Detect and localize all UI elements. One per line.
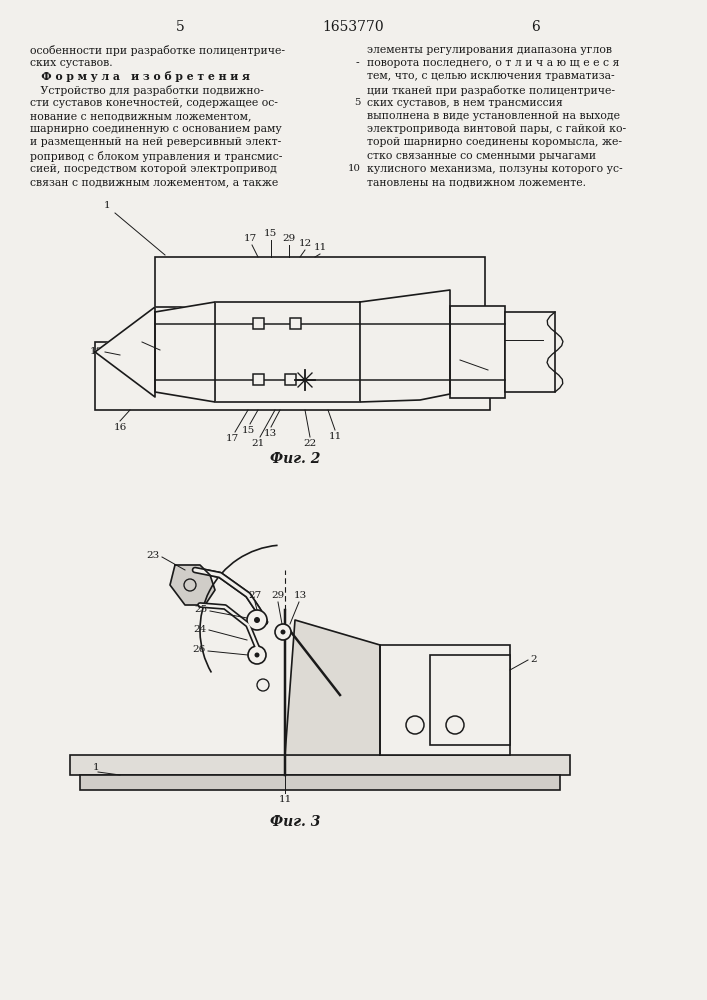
Polygon shape xyxy=(95,307,155,397)
Text: 11: 11 xyxy=(313,243,327,252)
Circle shape xyxy=(406,716,424,734)
Bar xyxy=(505,312,555,392)
Text: сти суставов конечностей, содержащее ос-: сти суставов конечностей, содержащее ос- xyxy=(30,98,278,108)
Polygon shape xyxy=(360,290,450,402)
Text: 17: 17 xyxy=(243,234,257,243)
Text: 29: 29 xyxy=(282,234,296,243)
Text: 12: 12 xyxy=(298,239,312,248)
Text: связан с подвижным ложементом, а также: связан с подвижным ложементом, а также xyxy=(30,177,279,187)
Polygon shape xyxy=(155,302,215,402)
Text: 22: 22 xyxy=(303,439,317,448)
Text: тановлены на подвижном ложементе.: тановлены на подвижном ложементе. xyxy=(367,177,586,187)
Text: нование с неподвижным ложементом,: нование с неподвижным ложементом, xyxy=(30,111,252,121)
Text: и размещенный на ней реверсивный элект-: и размещенный на ней реверсивный элект- xyxy=(30,137,281,147)
Text: ских суставов, в нем трансмиссия: ских суставов, в нем трансмиссия xyxy=(367,98,563,108)
Text: 24: 24 xyxy=(194,624,207,634)
Text: 23: 23 xyxy=(147,550,160,560)
Bar xyxy=(380,645,510,755)
Text: 13: 13 xyxy=(264,429,276,438)
Text: Фиг. 2: Фиг. 2 xyxy=(270,452,320,466)
Text: ских суставов.: ских суставов. xyxy=(30,58,112,68)
Text: шарнирно соединенную с основанием раму: шарнирно соединенную с основанием раму xyxy=(30,124,282,134)
Text: тем, что, с целью исключения травматиза-: тем, что, с целью исключения травматиза- xyxy=(367,71,614,81)
Text: 17: 17 xyxy=(226,434,239,443)
Bar xyxy=(290,318,301,329)
Text: ции тканей при разработке полицентриче-: ции тканей при разработке полицентриче- xyxy=(367,85,615,96)
Text: 27: 27 xyxy=(248,591,262,600)
Text: 16: 16 xyxy=(113,423,127,432)
Text: 26: 26 xyxy=(193,646,206,654)
Text: 5: 5 xyxy=(175,20,185,34)
Text: Ф о р м у л а   и з о б р е т е н и я: Ф о р м у л а и з о б р е т е н и я xyxy=(30,71,250,82)
Text: сией, посредством которой электропривод: сией, посредством которой электропривод xyxy=(30,164,277,174)
Text: 10: 10 xyxy=(348,164,361,173)
Text: электропривода винтовой пары, с гайкой ко-: электропривода винтовой пары, с гайкой к… xyxy=(367,124,626,134)
Text: 29: 29 xyxy=(271,591,285,600)
Text: стко связанные со сменными рычагами: стко связанные со сменными рычагами xyxy=(367,151,596,161)
Polygon shape xyxy=(170,565,215,605)
Text: торой шарнирно соединены коромысла, же-: торой шарнирно соединены коромысла, же- xyxy=(367,137,622,147)
Bar xyxy=(70,755,570,775)
Text: 2: 2 xyxy=(545,336,551,344)
Text: 1: 1 xyxy=(93,763,100,772)
Circle shape xyxy=(446,716,464,734)
Text: 11: 11 xyxy=(328,432,341,441)
Text: ропривод с блоком управления и трансмис-: ропривод с блоком управления и трансмис- xyxy=(30,151,282,162)
Text: 21: 21 xyxy=(252,439,264,448)
Text: выполнена в виде установленной на выходе: выполнена в виде установленной на выходе xyxy=(367,111,620,121)
Text: -: - xyxy=(355,58,359,68)
Bar xyxy=(253,318,264,329)
Text: 18: 18 xyxy=(90,348,103,357)
Circle shape xyxy=(255,652,259,658)
Text: поворота последнего, о т л и ч а ю щ е е с я: поворота последнего, о т л и ч а ю щ е е… xyxy=(367,58,619,68)
Text: 2: 2 xyxy=(530,656,537,664)
Text: элементы регулирования диапазона углов: элементы регулирования диапазона углов xyxy=(367,45,612,55)
Bar xyxy=(285,374,296,385)
Text: кулисного механизма, ползуны которого ус-: кулисного механизма, ползуны которого ус… xyxy=(367,164,623,174)
Text: Устройство для разработки подвижно-: Устройство для разработки подвижно- xyxy=(30,85,264,96)
Bar xyxy=(215,302,360,402)
Bar xyxy=(95,342,490,410)
Text: 13: 13 xyxy=(293,591,307,600)
Text: 11: 11 xyxy=(279,795,291,804)
Text: 15: 15 xyxy=(264,229,276,238)
Text: 19: 19 xyxy=(127,338,140,347)
Text: особенности при разработке полицентриче-: особенности при разработке полицентриче- xyxy=(30,45,285,56)
Circle shape xyxy=(247,610,267,630)
Text: 25: 25 xyxy=(194,605,208,614)
Text: 1653770: 1653770 xyxy=(322,20,384,34)
Circle shape xyxy=(275,624,291,640)
Text: 12: 12 xyxy=(490,365,503,374)
Text: 6: 6 xyxy=(531,20,539,34)
Text: 5: 5 xyxy=(354,98,360,107)
Bar xyxy=(253,374,264,385)
Text: 1: 1 xyxy=(104,201,110,210)
Circle shape xyxy=(248,646,266,664)
Text: 15: 15 xyxy=(241,426,255,435)
Bar xyxy=(155,257,485,307)
Bar xyxy=(450,306,505,398)
Bar xyxy=(430,655,510,745)
Circle shape xyxy=(254,617,260,623)
Polygon shape xyxy=(285,620,380,755)
Text: Фиг. 3: Фиг. 3 xyxy=(270,815,320,829)
Bar xyxy=(80,775,560,790)
Circle shape xyxy=(281,630,286,635)
